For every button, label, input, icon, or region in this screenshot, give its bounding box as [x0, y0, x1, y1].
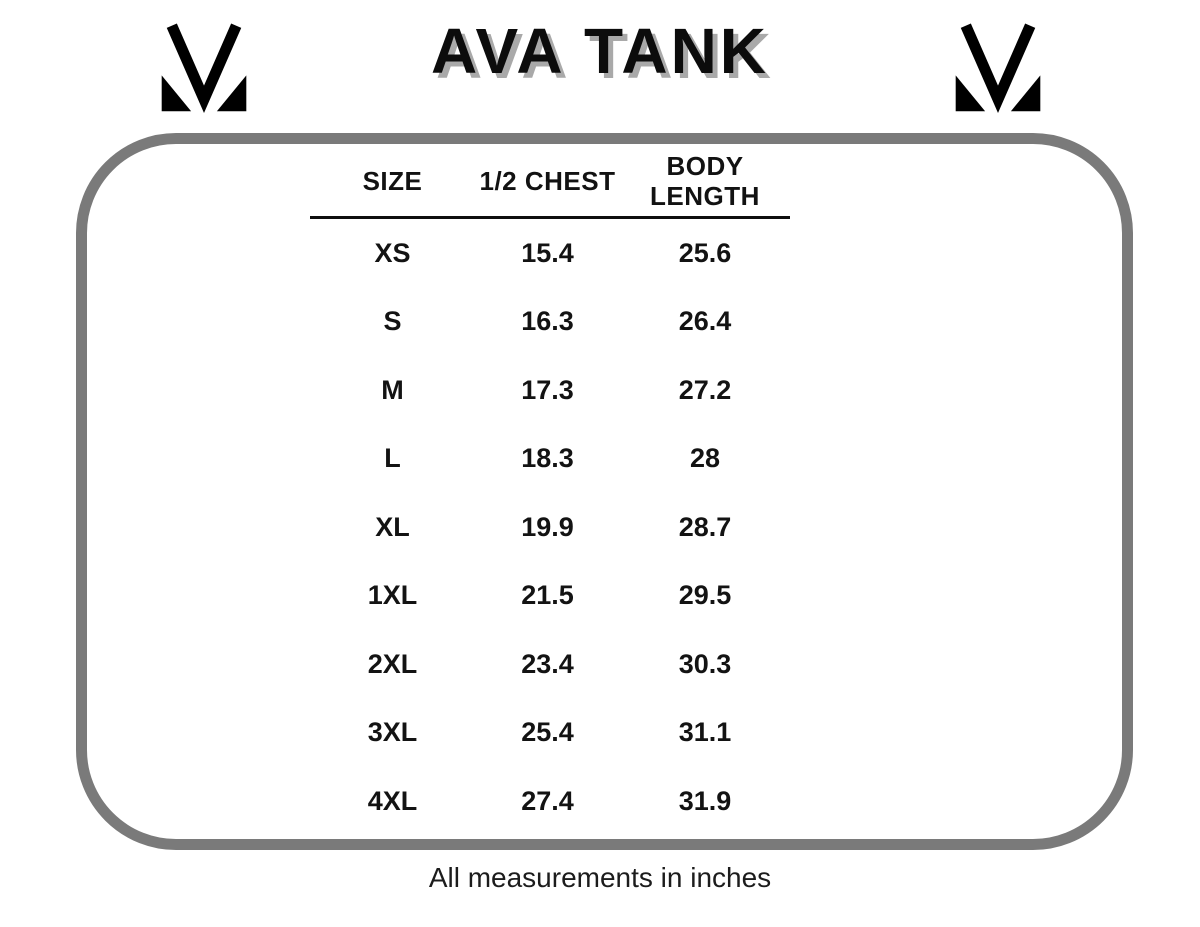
half-chest-cell: 23.4 — [521, 648, 574, 679]
body-length-cell: 30.3 — [678, 648, 732, 679]
column-header-body-length: BODY LENGTH — [650, 151, 760, 211]
footer-note: All measurements in inches — [428, 862, 772, 893]
half-chest-cell: 17.3 — [521, 374, 574, 405]
header-divider — [310, 215, 790, 219]
size-chart-panel — [76, 133, 1133, 850]
mv-monogram-icon — [158, 22, 250, 114]
table-row: XS 15.4 25.6 — [310, 219, 790, 288]
half-chest-cell: 27.4 — [521, 785, 574, 816]
half-chest-cell: 21.5 — [521, 580, 574, 611]
body-length-cell: 27.2 — [678, 374, 732, 405]
column-header-size: SIZE — [362, 165, 423, 196]
table-row: S 16.3 26.4 — [310, 287, 790, 356]
table-row: 1XL 21.5 29.5 — [310, 561, 790, 630]
size-cell: 1XL — [367, 580, 418, 611]
size-cell: 4XL — [367, 785, 418, 816]
size-cell: XL — [375, 511, 410, 542]
body-length-cell: 29.5 — [678, 580, 732, 611]
half-chest-cell: 19.9 — [521, 511, 574, 542]
body-length-cell: 26.4 — [678, 306, 732, 337]
size-cell: XS — [374, 237, 411, 268]
size-cell: 2XL — [367, 648, 418, 679]
half-chest-cell: 18.3 — [521, 443, 574, 474]
size-cell: 3XL — [367, 717, 418, 748]
size-cell: L — [384, 443, 401, 474]
half-chest-cell: 25.4 — [521, 717, 574, 748]
page-title: AVA TANK — [430, 15, 770, 87]
body-length-cell: 28 — [689, 443, 721, 474]
size-table: SIZE 1/2 CHEST BODY LENGTH XS 15.4 25.6 … — [310, 151, 790, 836]
half-chest-cell: 15.4 — [521, 237, 574, 268]
size-table-header: SIZE 1/2 CHEST BODY LENGTH — [310, 151, 790, 212]
body-length-cell: 25.6 — [678, 237, 732, 268]
size-table-body: XS 15.4 25.6 S 16.3 26.4 M 17.3 27.2 L 1… — [310, 219, 790, 836]
table-row: M 17.3 27.2 — [310, 356, 790, 425]
table-row: L 18.3 28 — [310, 424, 790, 493]
mv-monogram-icon — [952, 22, 1044, 114]
table-row: 2XL 23.4 30.3 — [310, 630, 790, 699]
brand-logo-right — [952, 22, 1044, 114]
size-cell: M — [381, 374, 404, 405]
brand-logo-left — [158, 22, 250, 114]
half-chest-cell: 16.3 — [521, 306, 574, 337]
size-cell: S — [383, 306, 402, 337]
column-header-half-chest: 1/2 CHEST — [479, 165, 616, 196]
body-length-cell: 28.7 — [678, 511, 732, 542]
table-row: XL 19.9 28.7 — [310, 493, 790, 562]
table-row: 4XL 27.4 31.9 — [310, 767, 790, 836]
body-length-cell: 31.1 — [678, 717, 732, 748]
table-row: 3XL 25.4 31.1 — [310, 698, 790, 767]
body-length-cell: 31.9 — [678, 785, 732, 816]
